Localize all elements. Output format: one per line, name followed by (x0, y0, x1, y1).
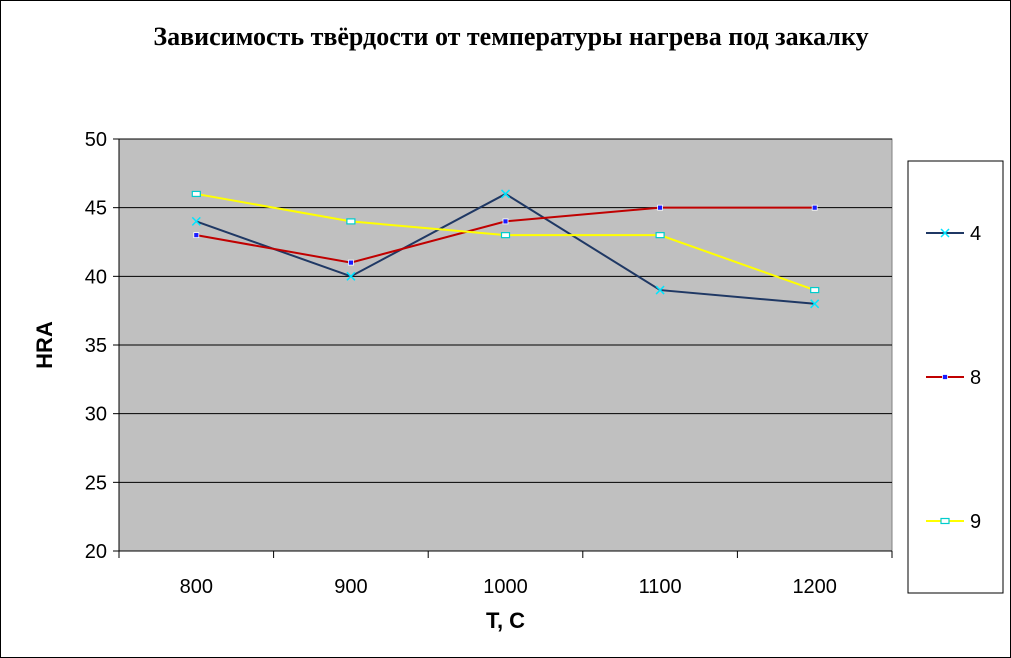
data-point-9 (191, 190, 201, 198)
data-point-9 (346, 218, 356, 225)
legend-marker-9 (940, 517, 950, 525)
x-tick-label: 1000 (483, 576, 528, 598)
data-point-4 (810, 299, 820, 309)
marker-stroke (810, 299, 820, 309)
marker-stroke (500, 189, 511, 199)
legend-label-8: 8 (970, 367, 981, 389)
data-point-8 (502, 218, 509, 225)
data-point-9 (810, 286, 820, 294)
marker-stroke (940, 228, 950, 238)
plot-area: 20 25 30 35 40 45 50 800 900 1000 1100 1200 T, C HRA (32, 129, 893, 633)
data-point-4 (500, 189, 511, 199)
y-tick-label: 25 (85, 472, 107, 494)
y-tick-label: 45 (85, 198, 107, 220)
legend-marker-8 (942, 374, 948, 380)
y-tick-label: 35 (85, 335, 107, 357)
data-point-9 (500, 232, 511, 239)
data-point-9 (655, 232, 665, 239)
data-point-8 (811, 204, 818, 211)
y-tick-label: 50 (85, 129, 107, 151)
x-axis-title: T, C (486, 608, 525, 633)
legend-label-4: 4 (970, 223, 981, 245)
chart-title: Зависимость твёрдости от температуры наг… (153, 22, 869, 51)
y-tick-label: 40 (85, 266, 107, 288)
marker-stroke (191, 216, 201, 226)
data-point-8 (347, 259, 354, 266)
y-axis-title: HRA (32, 321, 57, 369)
data-point-8 (657, 204, 663, 211)
data-point-8 (193, 232, 200, 239)
x-tick-label: 800 (180, 576, 213, 598)
x-tick-label: 1100 (639, 576, 682, 598)
legend-label-9: 9 (970, 511, 981, 533)
data-point-4 (346, 271, 356, 281)
x-tick-label: 900 (334, 576, 367, 598)
marker-stroke (346, 271, 356, 281)
y-tick-label: 20 (85, 541, 107, 563)
x-tick-label: 1200 (792, 576, 837, 598)
y-tick-label: 30 (85, 404, 107, 426)
legend: 4 8 9 (907, 160, 1004, 594)
data-point-4 (655, 285, 665, 295)
data-point-4 (191, 216, 201, 226)
marker-stroke (655, 285, 665, 295)
legend-marker-4 (940, 228, 950, 238)
